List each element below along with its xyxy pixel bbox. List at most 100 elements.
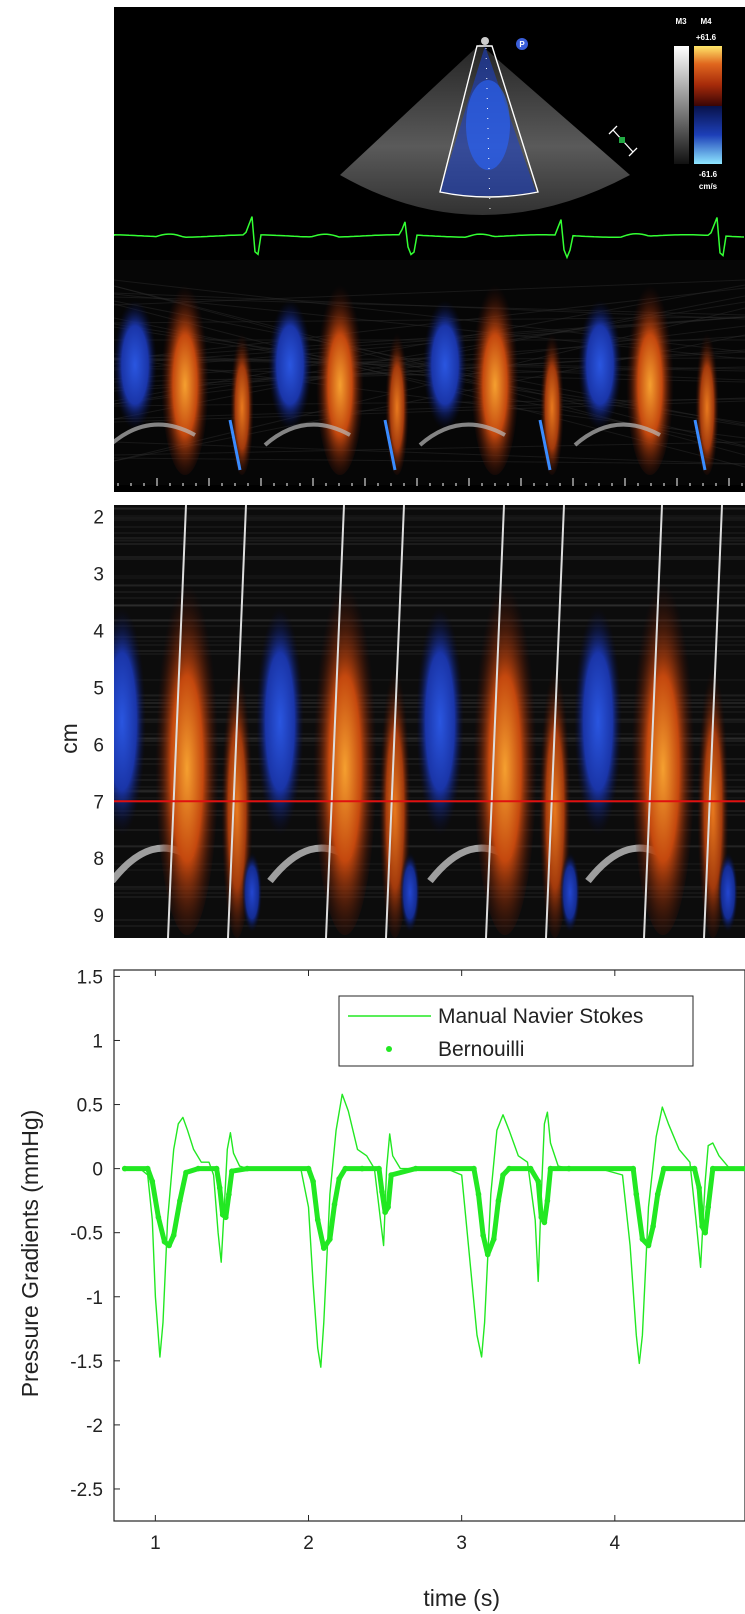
strip-blue-streak (538, 419, 552, 471)
velocity-scale: M3 M4 +61.6 -61.6 cm/s (674, 17, 722, 191)
bernouilli-point (155, 1214, 162, 1221)
bernouilli-point (388, 1172, 395, 1178)
pressure-chart: 1 2 3 4 1.5 1 0.5 0 -0.5 -1 -1.5 -2 -2.5 time (s) Pr… (17, 967, 745, 1611)
strip-tissue-band (418, 422, 506, 447)
bernouilli-point (314, 1217, 321, 1223)
slope-line (385, 505, 405, 938)
strip-orange-e-wave (161, 275, 209, 475)
bernouilli-point (382, 1209, 388, 1215)
echo-panel: P M3 M4 +61.6 -61.6 cm/s (114, 7, 745, 492)
bernouilli-point (342, 1165, 349, 1172)
slope-line (227, 505, 247, 938)
bernouilli-point (491, 1236, 497, 1242)
strip-tissue-band (573, 422, 661, 447)
y-tick-label: -1 (86, 1288, 103, 1309)
orange-e-wave-blob (155, 564, 219, 936)
m-mode-y-tick: 6 (93, 735, 104, 756)
bernouilli-point (223, 1214, 229, 1221)
bernouilli-point (633, 1191, 640, 1197)
bernouilli-point (121, 1165, 128, 1172)
m-mode-panel: 2 3 4 5 6 7 8 9 cm (56, 505, 745, 938)
bernouilli-point (495, 1197, 502, 1204)
strip-blue-streak (693, 419, 707, 471)
bernouilli-point (639, 1236, 646, 1242)
color-m-mode-strip (114, 260, 745, 485)
blue-flow-blob (416, 607, 464, 836)
strip-blue-streak (383, 419, 397, 471)
scale-label-m3: M3 (675, 17, 687, 26)
bernouilli-point (310, 1178, 316, 1185)
bernouilli-point (331, 1201, 338, 1208)
scale-min: -61.6 (699, 170, 718, 179)
series-line-navier-stokes (124, 1093, 745, 1368)
bernouilli-point (305, 1165, 312, 1172)
x-tick-label: 3 (456, 1533, 467, 1554)
bernouilli-point (166, 1242, 172, 1249)
bernouilli-point (538, 1214, 545, 1221)
hot-scale-bar (694, 46, 722, 106)
y-tick-label: -0.5 (70, 1224, 103, 1245)
x-tick-label: 1 (150, 1533, 161, 1554)
legend: Manual Navier Stokes Bernouilli (338, 995, 694, 1067)
bernouilli-point (535, 1178, 541, 1185)
bernouilli-point (144, 1165, 151, 1172)
bernouilli-point (541, 1219, 548, 1226)
bernouilli-point (177, 1197, 183, 1204)
blue-flow-blob (574, 607, 622, 836)
bernouilli-point (710, 1165, 716, 1172)
scale-unit: cm/s (699, 182, 718, 191)
y-tick-label: 0.5 (77, 1096, 103, 1117)
slope-line (167, 505, 187, 938)
bernouilli-point (170, 1232, 177, 1238)
strip-blue-streak (228, 419, 242, 471)
strip-orange-e-wave (316, 275, 364, 475)
slope-line (485, 505, 505, 938)
slope-line (325, 505, 345, 938)
x-axis-label: time (s) (423, 1585, 500, 1611)
strip-orange-e-wave (471, 275, 519, 475)
strip-orange-a-wave (540, 325, 564, 475)
bernouilli-point (149, 1178, 156, 1185)
y-tick-label: -2 (86, 1416, 103, 1437)
x-tick-label: 2 (303, 1533, 314, 1554)
bernouilli-point (705, 1204, 711, 1210)
probe-marker: P (519, 40, 525, 49)
m-mode-y-tick: 2 (93, 507, 104, 528)
bernouilli-point (412, 1165, 419, 1172)
bernouilli-point (506, 1165, 512, 1172)
y-axis-label: Pressure Gradients (mmHg) (17, 1110, 43, 1398)
focus-bracket-icon (608, 125, 638, 157)
color-box-outline (439, 45, 539, 198)
strip-orange-a-wave (695, 325, 719, 475)
slope-line (643, 505, 663, 938)
blue-flow-blob (256, 607, 304, 836)
legend-box (338, 995, 694, 1067)
strip-orange-a-wave (385, 325, 409, 475)
bernouilli-point (244, 1165, 250, 1172)
bernouilli-point (527, 1165, 534, 1172)
probe-icon (481, 37, 489, 45)
bernouilli-point (702, 1229, 708, 1236)
x-tick-label: 4 (610, 1533, 621, 1554)
blue-late-blob (560, 852, 580, 933)
blue-late-blob (718, 852, 738, 933)
bernouilli-point (547, 1165, 554, 1172)
strip-tissue-band (263, 422, 351, 447)
bernouilli-point (359, 1165, 365, 1172)
orange-e-wave-blob (313, 564, 377, 936)
bernouilli-point (226, 1191, 232, 1197)
propagation-slope-lines (167, 505, 723, 938)
bernouilli-point (691, 1165, 698, 1172)
bernouilli-point (630, 1165, 636, 1172)
y-tick-label: -2.5 (70, 1480, 103, 1501)
bernouilli-point (379, 1188, 385, 1195)
cold-scale-bar (694, 106, 722, 164)
color-flow-jet (466, 80, 510, 170)
blue-flow-blob (114, 607, 146, 836)
bernouilli-point (229, 1168, 235, 1174)
legend-marker-swatch (386, 1046, 392, 1052)
m-mode-y-axis: 2 3 4 5 6 7 8 9 (93, 507, 104, 927)
strip-orange-e-wave (626, 275, 674, 475)
strip-blue-flow (578, 300, 622, 430)
